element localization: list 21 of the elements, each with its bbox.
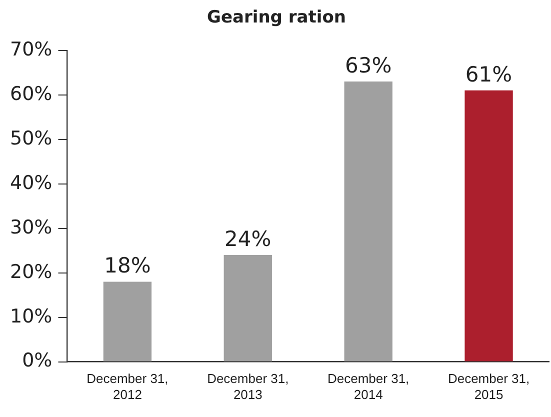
bar [344,82,392,362]
y-tick-label: 10% [10,305,52,328]
bar [224,255,272,362]
x-tick-label: December 31, 2015 [448,371,530,402]
y-tick-label: 0% [22,350,52,372]
data-label: 24% [224,226,272,251]
x-tick-label: December 31, 2013 [207,371,289,402]
y-tick-label: 70% [10,38,52,60]
y-tick-label: 60% [10,82,52,105]
data-label: 61% [465,62,512,86]
x-tick-label: December 31, 2012 [86,371,168,402]
bar [464,90,513,362]
y-tick-label: 20% [10,260,52,283]
data-label: 18% [104,254,151,278]
chart-title: Gearing ration [207,8,346,28]
data-label: 63% [344,53,392,78]
bar [103,282,152,362]
x-tick-label: December 31, 2014 [328,371,410,402]
y-tick-label: 40% [10,172,52,194]
y-tick-label: 50% [10,127,52,150]
y-tick-label: 30% [10,216,52,238]
